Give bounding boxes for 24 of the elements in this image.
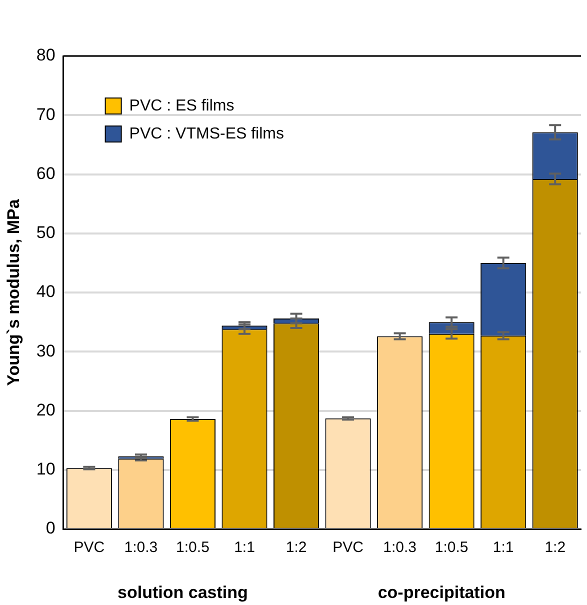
y-tick-label: 80 — [36, 46, 56, 65]
y-tick-label: 70 — [36, 104, 56, 124]
text: solution casting — [118, 583, 248, 602]
x-tick-label: 1:1 — [492, 539, 514, 556]
x-tick-label: PVC — [332, 539, 364, 556]
y-tick-label: 50 — [36, 223, 56, 242]
x-tick-label: 1:2 — [286, 539, 307, 556]
x-tick-label: PVC — [74, 539, 105, 556]
legend-label: PVC : ES films — [129, 97, 234, 114]
y-tick-label: 40 — [36, 282, 56, 302]
y-tick-label: 0 — [46, 518, 56, 538]
x-tick-label: 1:0.3 — [383, 539, 416, 556]
y-axis-title: Young`s modulus, MPa — [4, 198, 23, 386]
y-tick-label: 60 — [36, 164, 56, 183]
x-tick-label: 1:1 — [234, 539, 255, 556]
legend-label: PVC : VTMS-ES films — [129, 125, 284, 142]
x-tick-label: 1:0.3 — [124, 539, 158, 556]
x-tick-label: 1:2 — [544, 539, 566, 556]
y-tick-label: 10 — [36, 460, 56, 479]
x-tick-label: 1:0.5 — [434, 539, 468, 556]
y-tick-label: 30 — [36, 341, 56, 360]
x-tick-label: 1:0.5 — [176, 539, 210, 556]
text: co-precipitation — [378, 583, 506, 602]
y-tick-label: 20 — [36, 400, 56, 420]
